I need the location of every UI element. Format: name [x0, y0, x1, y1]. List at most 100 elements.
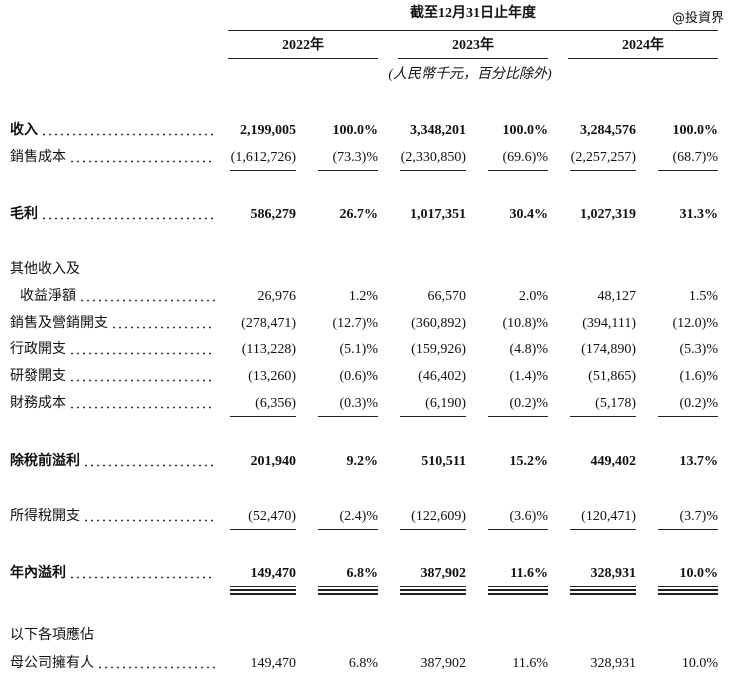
- row-label: 年內溢利: [10, 565, 215, 583]
- cell-underline: [318, 529, 378, 530]
- cell-underline: [570, 593, 636, 595]
- cell: (394,111): [582, 316, 636, 331]
- rule: [398, 58, 548, 59]
- row-label: 以下各項應佔: [10, 627, 215, 645]
- cell-underline: [318, 416, 378, 417]
- row-label: 所得稅開支: [10, 508, 215, 526]
- cell-underline: [400, 170, 466, 171]
- cell-underline: [658, 529, 718, 530]
- rule: [228, 30, 718, 31]
- cell-underline: [658, 593, 718, 595]
- cell: (46,402): [418, 369, 466, 384]
- cell: (4.8)%: [509, 342, 549, 357]
- cell: (278,471): [241, 316, 296, 331]
- cell: 1,017,351: [410, 207, 466, 222]
- row-label: 毛利: [10, 206, 215, 224]
- cell: (0.2)%: [509, 396, 549, 411]
- leader-dots: [69, 406, 215, 409]
- leader-dots: [83, 519, 215, 522]
- cell: 9.2%: [346, 454, 379, 469]
- label-text: 研發開支: [10, 369, 66, 384]
- cell: (12.7)%: [332, 316, 379, 331]
- cell: (1.4)%: [509, 369, 549, 384]
- cell-underline: [400, 589, 466, 591]
- cell: (6,356): [255, 396, 296, 411]
- cell: (122,609): [411, 509, 466, 524]
- cell: 13.7%: [679, 454, 719, 469]
- cell: 66,570: [427, 289, 467, 304]
- label-text: 收入: [10, 123, 38, 138]
- cell: (2.4)%: [339, 509, 379, 524]
- leader-dots: [83, 464, 215, 467]
- cell: (3.7)%: [679, 509, 719, 524]
- cell: (0.6)%: [339, 369, 379, 384]
- label-text: 其他收入及: [10, 262, 80, 277]
- year-heading: 2023年: [452, 38, 494, 53]
- cell-underline: [400, 586, 466, 587]
- cell-underline: [318, 593, 378, 595]
- cell-underline: [318, 586, 378, 587]
- cell: (120,471): [581, 509, 636, 524]
- cell: (113,228): [241, 342, 296, 357]
- cell-underline: [230, 586, 296, 587]
- cell: (1.6)%: [679, 369, 719, 384]
- label-text: 以下各項應佔: [10, 628, 94, 643]
- row-label: 銷售及營銷開支: [10, 315, 215, 333]
- cell: 10.0%: [679, 566, 719, 581]
- row-label: 除稅前溢利: [10, 453, 215, 471]
- cell-underline: [658, 170, 718, 171]
- row-label: 收益淨額: [10, 288, 215, 306]
- leader-dots: [69, 352, 215, 355]
- cell-underline: [400, 416, 466, 417]
- cell: 26.7%: [339, 207, 379, 222]
- cell: (51,865): [588, 369, 636, 384]
- row-label: 母公司擁有人: [10, 655, 215, 673]
- cell-underline: [570, 586, 636, 587]
- cell: (5.3)%: [679, 342, 719, 357]
- cell: (174,890): [581, 342, 636, 357]
- label-text: 母公司擁有人: [10, 656, 94, 671]
- leader-dots: [69, 160, 215, 163]
- cell-underline: [230, 529, 296, 530]
- cell: (52,470): [248, 509, 296, 524]
- label-text: 行政開支: [10, 342, 66, 357]
- cell: 6.8%: [348, 656, 378, 671]
- cell: 31.3%: [679, 207, 719, 222]
- year-heading: 2024年: [622, 38, 664, 53]
- cell: 11.6%: [512, 656, 548, 671]
- cell: 2.0%: [518, 289, 548, 304]
- rule: [568, 58, 718, 59]
- cell-underline: [230, 416, 296, 417]
- cell: 30.4%: [509, 207, 549, 222]
- row-label: 其他收入及: [10, 261, 215, 279]
- cell-underline: [230, 593, 296, 595]
- cell: (6,190): [425, 396, 466, 411]
- cell: 387,902: [420, 566, 467, 581]
- cell: 26,976: [257, 289, 297, 304]
- cell: (69.6)%: [502, 150, 549, 165]
- row-label: 銷售成本: [10, 149, 215, 167]
- cell: 2,199,005: [240, 123, 296, 138]
- cell: (2,257,257): [570, 150, 636, 165]
- cell-underline: [570, 589, 636, 591]
- cell: 3,284,576: [580, 123, 636, 138]
- cell: (10.8)%: [502, 316, 549, 331]
- cell: (5,178): [595, 396, 636, 411]
- cell-underline: [488, 170, 548, 171]
- cell: (159,926): [411, 342, 466, 357]
- cell: (360,892): [411, 316, 466, 331]
- label-text: 財務成本: [10, 396, 66, 411]
- cell: 328,931: [590, 566, 637, 581]
- cell: 6.8%: [346, 566, 379, 581]
- cell-underline: [570, 170, 636, 171]
- cell-underline: [570, 416, 636, 417]
- cell: 3,348,201: [410, 123, 466, 138]
- leader-dots: [41, 133, 215, 136]
- cell: 100.0%: [502, 123, 549, 138]
- rule: [228, 58, 378, 59]
- label-text: 年內溢利: [10, 566, 66, 581]
- leader-dots: [41, 217, 215, 220]
- cell: 449,402: [590, 454, 637, 469]
- label-text: 銷售及營銷開支: [10, 316, 108, 331]
